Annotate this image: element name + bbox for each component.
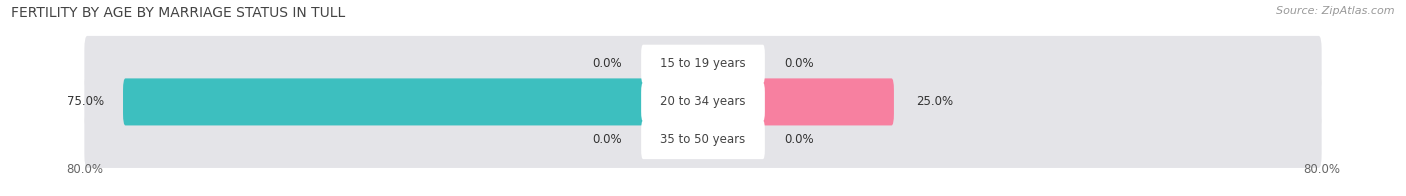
Text: 35 to 50 years: 35 to 50 years: [661, 133, 745, 146]
Text: FERTILITY BY AGE BY MARRIAGE STATUS IN TULL: FERTILITY BY AGE BY MARRIAGE STATUS IN T…: [11, 6, 346, 20]
FancyBboxPatch shape: [641, 45, 765, 83]
Text: 25.0%: 25.0%: [915, 95, 953, 108]
Text: 0.0%: 0.0%: [785, 57, 814, 71]
FancyBboxPatch shape: [84, 74, 1322, 130]
Text: 20 to 34 years: 20 to 34 years: [661, 95, 745, 108]
FancyBboxPatch shape: [641, 121, 765, 159]
FancyBboxPatch shape: [84, 112, 1322, 168]
Text: 0.0%: 0.0%: [785, 133, 814, 146]
Text: 0.0%: 0.0%: [592, 133, 621, 146]
FancyBboxPatch shape: [703, 78, 894, 125]
Text: 15 to 19 years: 15 to 19 years: [661, 57, 745, 71]
FancyBboxPatch shape: [84, 36, 1322, 92]
Text: 0.0%: 0.0%: [592, 57, 621, 71]
FancyBboxPatch shape: [641, 83, 765, 121]
Text: Source: ZipAtlas.com: Source: ZipAtlas.com: [1277, 6, 1395, 16]
FancyBboxPatch shape: [124, 78, 703, 125]
Text: 75.0%: 75.0%: [66, 95, 104, 108]
